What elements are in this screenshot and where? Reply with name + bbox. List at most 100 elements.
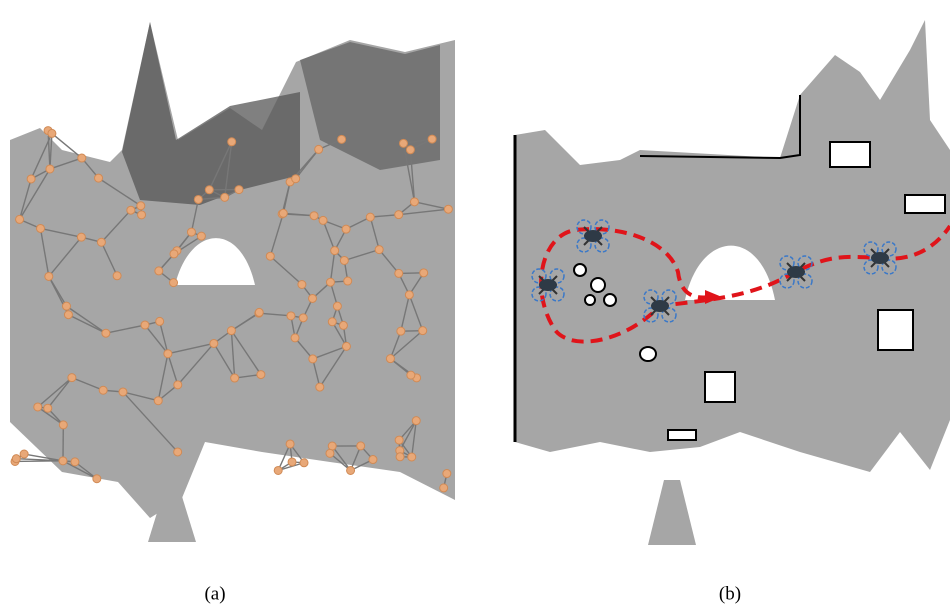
graph-node bbox=[357, 442, 365, 450]
graph-node bbox=[309, 294, 317, 302]
graph-node bbox=[331, 247, 339, 255]
drone-body bbox=[871, 252, 889, 264]
graph-node bbox=[170, 250, 178, 258]
graph-node bbox=[420, 269, 428, 277]
graph-node bbox=[412, 417, 420, 425]
graph-node bbox=[279, 209, 287, 217]
graph-node bbox=[395, 211, 403, 219]
graph-node bbox=[319, 216, 327, 224]
graph-node bbox=[174, 448, 182, 456]
graph-node bbox=[257, 371, 265, 379]
graph-node bbox=[156, 317, 164, 325]
panel-a-map bbox=[10, 22, 455, 542]
graph-node bbox=[287, 312, 295, 320]
graph-node bbox=[62, 302, 70, 310]
graph-node bbox=[71, 458, 79, 466]
graph-node bbox=[299, 314, 307, 322]
graph-node bbox=[298, 281, 306, 289]
graph-node bbox=[46, 165, 54, 173]
graph-node bbox=[27, 175, 35, 183]
graph-node bbox=[328, 318, 336, 326]
graph-node bbox=[300, 459, 308, 467]
graph-node bbox=[344, 277, 352, 285]
graph-node bbox=[405, 291, 413, 299]
graph-node bbox=[170, 279, 178, 287]
graph-node bbox=[154, 397, 162, 405]
graph-node bbox=[444, 205, 452, 213]
graph-node bbox=[443, 470, 451, 478]
graph-node bbox=[291, 334, 299, 342]
graph-node bbox=[286, 440, 294, 448]
graph-node bbox=[440, 484, 448, 492]
graph-node bbox=[141, 321, 149, 329]
graph-node bbox=[205, 186, 213, 194]
graph-node bbox=[102, 329, 110, 337]
graph-node bbox=[164, 350, 172, 358]
graph-node bbox=[210, 339, 218, 347]
graph-node bbox=[227, 327, 235, 335]
graph-node bbox=[366, 213, 374, 221]
panel-b-map bbox=[515, 20, 950, 545]
drone-body bbox=[651, 300, 669, 312]
graph-node bbox=[12, 455, 20, 463]
graph-node bbox=[97, 238, 105, 246]
drone-body bbox=[584, 230, 602, 242]
graph-node bbox=[174, 381, 182, 389]
graph-node bbox=[187, 228, 195, 236]
graph-node bbox=[64, 311, 72, 319]
graph-node bbox=[397, 327, 405, 335]
graph-node bbox=[410, 198, 418, 206]
drone-body bbox=[787, 266, 805, 278]
graph-node bbox=[326, 278, 334, 286]
graph-node bbox=[255, 308, 263, 316]
graph-node bbox=[37, 224, 45, 232]
graph-node bbox=[95, 174, 103, 182]
graph-node bbox=[310, 212, 318, 220]
graph-node bbox=[428, 135, 436, 143]
graph-node bbox=[328, 442, 336, 450]
graph-node bbox=[266, 252, 274, 260]
graph-node bbox=[48, 129, 56, 137]
graph-node bbox=[342, 342, 350, 350]
graph-node bbox=[235, 186, 243, 194]
graph-node bbox=[339, 321, 347, 329]
graph-node bbox=[68, 374, 76, 382]
graph-node bbox=[78, 154, 86, 162]
graph-node bbox=[316, 383, 324, 391]
graph-node bbox=[288, 458, 296, 466]
graph-node bbox=[338, 135, 346, 143]
graph-node bbox=[44, 404, 52, 412]
graph-node bbox=[369, 456, 377, 464]
graph-node bbox=[292, 175, 300, 183]
graph-node bbox=[395, 269, 403, 277]
graph-node bbox=[386, 355, 394, 363]
graph-node bbox=[93, 475, 101, 483]
graph-node bbox=[231, 374, 239, 382]
graph-node bbox=[119, 388, 127, 396]
dense-region bbox=[122, 22, 300, 205]
graph-node bbox=[395, 436, 403, 444]
graph-node bbox=[138, 211, 146, 219]
graph-node bbox=[326, 449, 334, 457]
graph-node bbox=[155, 267, 163, 275]
figure: (a) (b) bbox=[0, 0, 950, 609]
graph-node bbox=[45, 272, 53, 280]
graph-node bbox=[137, 202, 145, 210]
graph-node bbox=[406, 146, 414, 154]
graph-node bbox=[419, 327, 427, 335]
drone-body bbox=[539, 279, 557, 291]
graph-node bbox=[127, 206, 135, 214]
panel-caption: (b) bbox=[719, 583, 741, 604]
graph-node bbox=[342, 225, 350, 233]
graph-node bbox=[221, 193, 229, 201]
graph-node bbox=[399, 139, 407, 147]
graph-node bbox=[375, 246, 383, 254]
graph-node bbox=[59, 457, 67, 465]
graph-node bbox=[59, 421, 67, 429]
graph-node bbox=[347, 466, 355, 474]
graph-node bbox=[20, 450, 28, 458]
graph-node bbox=[99, 386, 107, 394]
graph-node bbox=[77, 233, 85, 241]
panel-caption: (a) bbox=[204, 583, 225, 604]
graph-node bbox=[16, 215, 24, 223]
